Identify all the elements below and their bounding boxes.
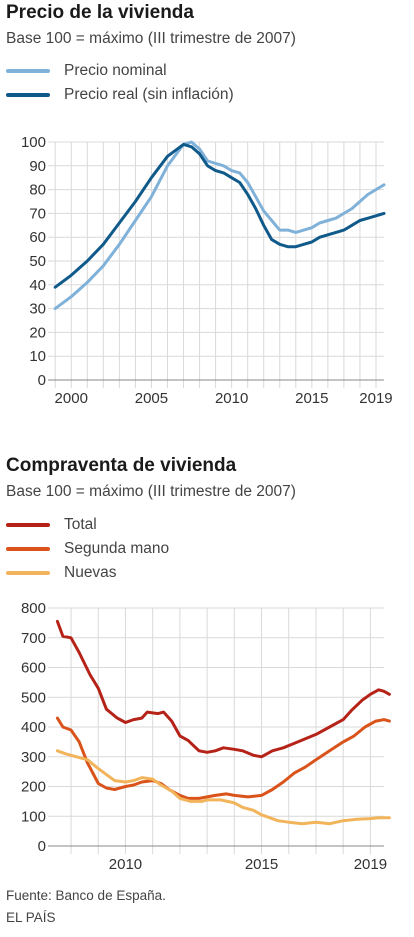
chart1-x-tick-label: 2005 <box>135 390 168 407</box>
chart2-y-tick-label: 300 <box>21 749 46 766</box>
chart2-y-tick-label: 800 <box>21 600 46 617</box>
chart2-y-tick-label: 200 <box>21 779 46 796</box>
chart1-legend-swatch-nominal <box>6 69 50 73</box>
chart2-y-tick-label: 600 <box>21 660 46 677</box>
chart1-series-line-1 <box>53 140 386 311</box>
chart2-legend-item-total: Total <box>6 514 97 536</box>
chart2-legend-label-total: Total <box>64 516 97 533</box>
chart1-legend-label-nominal: Precio nominal <box>64 62 167 79</box>
chart2-x-tick-label: 2010 <box>109 856 142 873</box>
chart1-subtitle: Base 100 = máximo (III trimestre de 2007… <box>6 30 296 47</box>
chart1-legend-item-real: Precio real (sin inflación) <box>6 84 234 106</box>
chart1-y-tick-label: 90 <box>29 158 46 175</box>
chart2-y-tick-label: 500 <box>21 689 46 706</box>
chart2-x-tick-label: 2015 <box>245 856 278 873</box>
chart2-legend-item-nuevas: Nuevas <box>6 562 117 584</box>
chart2-legend-label-nuevas: Nuevas <box>64 564 117 581</box>
chart1-x-tick-label: 2010 <box>215 390 248 407</box>
chart2-y-tick-label: 100 <box>21 808 46 825</box>
chart1-y-tick-label: 10 <box>29 348 46 365</box>
chart2-series-line-3 <box>55 749 391 826</box>
chart2-legend-label-segunda-mano: Segunda mano <box>64 540 170 557</box>
chart1-grid <box>48 141 384 388</box>
chart1-x-tick-label: 2015 <box>295 390 328 407</box>
chart1-plot: 0 10 20 30 40 50 60 70 80 90 100 2000 2005 2010 2015 20… <box>21 134 393 407</box>
chart1-y-tick-label: 20 <box>29 324 46 341</box>
chart1-y-tick-label: 30 <box>29 301 46 318</box>
chart1-legend-label-real: Precio real (sin inflación) <box>64 86 234 103</box>
chart2-legend-item-segunda-mano: Segunda mano <box>6 538 169 560</box>
chart1-legend-swatch-real <box>6 93 50 97</box>
source-note: Fuente: Banco de España. <box>6 888 166 903</box>
chart2-plot: 0 100 200 300 400 500 600 700 800 2010 2015 2019 <box>21 600 391 873</box>
chart2-subtitle: Base 100 = máximo (III trimestre de 2007… <box>6 483 296 500</box>
chart2-y-tick-label: 0 <box>38 838 46 855</box>
chart2-legend-swatch-total <box>6 523 50 527</box>
chart1-y-tick-label: 70 <box>29 205 46 222</box>
chart1-title: Precio de la vivienda <box>6 2 194 23</box>
chart2-y-tick-label: 700 <box>21 630 46 647</box>
chart1-y-tick-label: 80 <box>29 182 46 199</box>
chart2-y-tick-label: 400 <box>21 719 46 736</box>
chart2-legend-swatch-nuevas <box>6 571 50 575</box>
chart1-x-tick-label: 2019 <box>359 390 392 407</box>
chart2-grid <box>48 607 384 854</box>
chart2-legend-swatch-segunda-mano <box>6 547 50 551</box>
credit-note: EL PAÍS <box>6 910 56 925</box>
chart1-series-line-2 <box>53 142 386 289</box>
chart1-legend-item-nominal: Precio nominal <box>6 60 167 82</box>
chart1-y-tick-label: 100 <box>21 134 46 151</box>
chart1-y-tick-label: 40 <box>29 277 46 294</box>
chart2-title: Compraventa de vivienda <box>6 455 237 476</box>
chart2-series-line-1 <box>55 619 391 759</box>
chart2-x-tick-label: 2019 <box>354 856 387 873</box>
chart1-x-tick-label: 2000 <box>55 390 88 407</box>
chart1-y-tick-label: 60 <box>29 229 46 246</box>
chart2-series-line-2 <box>55 716 391 800</box>
chart1-y-tick-label: 50 <box>29 253 46 270</box>
chart1-y-tick-label: 0 <box>38 372 46 389</box>
